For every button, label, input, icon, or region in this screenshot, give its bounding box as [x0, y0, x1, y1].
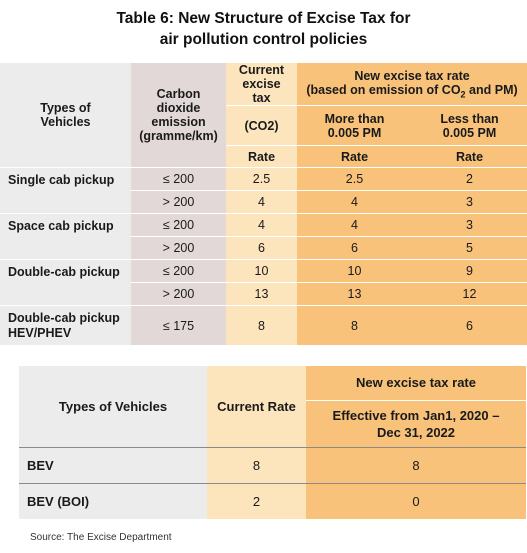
header-rate-current: Rate [226, 145, 297, 168]
current-rate-cell: 2 [207, 482, 306, 519]
less-pm-rate-cell: 9 [412, 259, 527, 283]
current-rate-cell: 6 [226, 236, 297, 260]
less-pm-rate-cell: 6 [412, 305, 527, 346]
current-rate-cell: 2.5 [226, 167, 297, 191]
table-title: Table 6: New Structure of Excise Tax for… [0, 8, 527, 50]
more-pm-rate-cell: 4 [297, 213, 412, 237]
header-rate-more: Rate [297, 145, 412, 168]
less-pm-rate-cell: 3 [412, 213, 527, 237]
header-co2-emission: Carbon dioxide emission (gramme/km) [131, 63, 226, 168]
emission-cell: ≤ 175 [131, 305, 226, 346]
emission-cell: > 200 [131, 236, 226, 260]
more-pm-rate-cell: 6 [297, 236, 412, 260]
emission-cell: > 200 [131, 282, 226, 306]
vehicle-type-cell: Single cab pickup [0, 167, 131, 214]
current-rate-cell: 10 [226, 259, 297, 283]
source-note: Source: The Excise Department [30, 532, 172, 543]
more-pm-rate-cell: 10 [297, 259, 412, 283]
current-rate-cell: 4 [226, 190, 297, 214]
header-new-excise-tax-rate: New excise tax rate (based on emission o… [297, 63, 527, 106]
more-pm-rate-cell: 2.5 [297, 167, 412, 191]
header-new-excise-tax-rate-2: New excise tax rate [306, 366, 526, 401]
emission-cell: > 200 [131, 190, 226, 214]
new-rate-cell: 0 [306, 482, 526, 519]
less-pm-rate-cell: 3 [412, 190, 527, 214]
title-line-2: air pollution control policies [159, 31, 368, 48]
emission-cell: ≤ 200 [131, 259, 226, 283]
less-pm-rate-cell: 2 [412, 167, 527, 191]
vehicle-type-cell: Space cab pickup [0, 213, 131, 260]
header-current-rate: Current Rate [207, 366, 306, 447]
current-rate-cell: 4 [226, 213, 297, 237]
header-types-of-vehicles-2: Types of Vehicles [19, 366, 207, 447]
header-more-than-pm: More than 0.005 PM [297, 105, 412, 146]
header-current-co2: (CO2) [226, 105, 297, 146]
header-less-than-pm: Less than 0.005 PM [412, 105, 527, 146]
header-new-rate-line: New excise tax rate [354, 68, 470, 83]
more-pm-rate-cell: 4 [297, 190, 412, 214]
header-effective-period: Effective from Jan1, 2020 – Dec 31, 2022 [306, 400, 526, 447]
current-rate-cell: 8 [226, 305, 297, 346]
title-line-1: Table 6: New Structure of Excise Tax for [116, 10, 411, 27]
less-pm-rate-cell: 12 [412, 282, 527, 306]
excise-tax-table: Types of Vehicles Carbon dioxide emissio… [0, 63, 527, 346]
header-types-of-vehicles: Types of Vehicles [0, 63, 131, 168]
emission-cell: ≤ 200 [131, 213, 226, 237]
current-rate-cell: 8 [207, 446, 306, 483]
header-current-excise-tax: Current excise tax [226, 63, 297, 106]
header-new-rate-basis: (based on emission of CO2 and PM) [306, 82, 518, 100]
header-rate-less: Rate [412, 145, 527, 168]
less-pm-rate-cell: 5 [412, 236, 527, 260]
more-pm-rate-cell: 8 [297, 305, 412, 346]
vehicle-type-cell: BEV [19, 446, 207, 483]
current-rate-cell: 13 [226, 282, 297, 306]
vehicle-type-cell: Double-cab pickup [0, 259, 131, 306]
emission-cell: ≤ 200 [131, 167, 226, 191]
more-pm-rate-cell: 13 [297, 282, 412, 306]
vehicle-type-cell: Double-cab pickup HEV/PHEV [0, 305, 131, 346]
vehicle-type-cell: BEV (BOI) [19, 482, 207, 519]
new-rate-cell: 8 [306, 446, 526, 483]
bev-excise-table: Types of Vehicles Current Rate New excis… [19, 366, 526, 519]
